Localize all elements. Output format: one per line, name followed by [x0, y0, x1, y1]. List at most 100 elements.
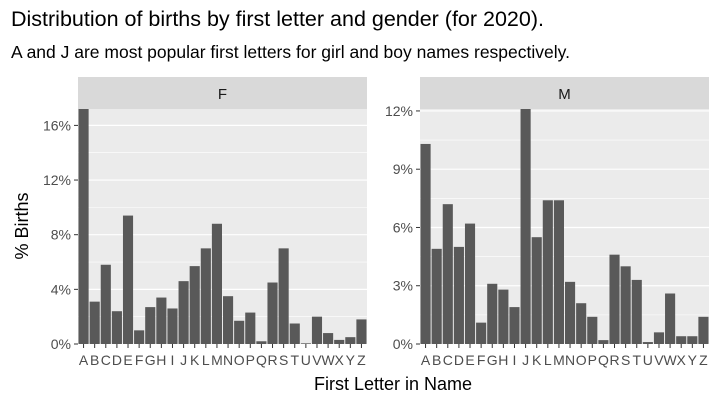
facet-strip-label: M	[558, 86, 571, 103]
x-tick-label: N	[223, 352, 233, 368]
bar-F-F	[134, 330, 145, 344]
chart-title: Distribution of births by first letter a…	[11, 7, 544, 31]
bar-M-T	[631, 279, 642, 344]
bar-M-P	[587, 316, 598, 344]
x-tick-label: H	[498, 352, 508, 368]
bar-M-C	[442, 204, 453, 344]
bar-F-H	[156, 297, 167, 344]
x-tick-label: X	[677, 352, 687, 368]
x-tick-label: K	[532, 352, 542, 368]
x-tick-label: D	[112, 352, 122, 368]
y-tick-label: 12%	[43, 172, 71, 188]
bar-M-S	[620, 266, 631, 344]
bar-F-V	[311, 316, 323, 344]
facet-strip	[78, 77, 367, 109]
x-tick-label: I	[171, 352, 175, 368]
x-tick-label: F	[135, 352, 144, 368]
bar-F-T	[289, 323, 300, 344]
bar-M-E	[464, 223, 476, 344]
bar-M-L	[542, 200, 553, 344]
x-tick-label: H	[156, 352, 166, 368]
bar-F-O	[234, 320, 245, 344]
x-tick-label: I	[513, 352, 517, 368]
x-tick-label: A	[421, 352, 431, 368]
bar-M-V	[653, 332, 665, 344]
x-tick-label: J	[180, 352, 187, 368]
bar-M-W	[665, 293, 676, 344]
x-axis-label: First Letter in Name	[314, 374, 472, 394]
x-tick-label: P	[588, 352, 597, 368]
x-tick-label: Q	[256, 352, 267, 368]
x-tick-label: Q	[598, 352, 609, 368]
bar-M-D	[453, 246, 464, 344]
bar-F-S	[278, 248, 289, 344]
y-tick-label: 4%	[51, 281, 71, 297]
x-tick-label: M	[553, 352, 565, 368]
x-tick-label: Z	[699, 352, 708, 368]
x-tick-label: R	[609, 352, 619, 368]
bar-F-L	[200, 248, 211, 344]
bar-M-Q	[598, 340, 609, 344]
facet-F: F0%4%8%12%16%A B C D E F G H I J K L M N O P Q R S T U V W X Y Z	[43, 77, 367, 368]
x-tick-label: T	[632, 352, 641, 368]
bar-M-M	[553, 200, 564, 344]
bar-F-D	[111, 311, 122, 344]
x-tick-label: W	[321, 352, 335, 368]
y-tick-label: 3%	[393, 278, 413, 294]
x-tick-label: O	[576, 352, 587, 368]
panel-background	[78, 109, 367, 344]
y-tick-label: 8%	[51, 227, 71, 243]
bar-F-Q	[256, 341, 267, 344]
x-tick-label: S	[621, 352, 630, 368]
y-tick-label: 0%	[393, 336, 413, 352]
y-tick-label: 0%	[51, 336, 71, 352]
bar-M-R	[609, 254, 620, 344]
bar-F-B	[89, 301, 100, 344]
chart-subtitle: A and J are most popular first letters f…	[11, 42, 570, 62]
bar-M-Z	[698, 316, 709, 344]
x-tick-label: Z	[357, 352, 366, 368]
x-tick-label: S	[279, 352, 288, 368]
x-tick-label: B	[90, 352, 99, 368]
x-tick-label: F	[477, 352, 486, 368]
facet-strip	[420, 77, 709, 109]
bar-F-Y	[345, 337, 356, 344]
facets-layer: F0%4%8%12%16%A B C D E F G H I J K L M N O P Q R S T U V W X Y ZM…	[43, 77, 709, 368]
x-tick-label: C	[443, 352, 453, 368]
x-tick-label: M	[211, 352, 223, 368]
x-tick-label: R	[267, 352, 277, 368]
bar-M-J	[520, 109, 531, 344]
x-tick-label: V	[312, 352, 322, 368]
bar-M-K	[531, 237, 542, 344]
x-tick-label: P	[246, 352, 255, 368]
bar-M-O	[576, 303, 587, 344]
bar-F-M	[211, 223, 222, 344]
bar-F-Z	[356, 319, 367, 344]
bar-M-Y	[687, 336, 698, 344]
bar-F-U	[300, 343, 311, 344]
x-tick-label: V	[654, 352, 664, 368]
y-tick-label: 16%	[43, 117, 71, 133]
x-tick-label: C	[101, 352, 111, 368]
y-tick-label: 12%	[385, 103, 413, 119]
bar-M-G	[487, 283, 498, 344]
bar-F-G	[145, 307, 156, 344]
x-tick-label: E	[123, 352, 132, 368]
bar-M-N	[565, 281, 576, 344]
y-tick-label: 9%	[393, 161, 413, 177]
x-tick-label: N	[565, 352, 575, 368]
bar-M-X	[676, 336, 687, 344]
bar-F-I	[167, 308, 178, 344]
x-tick-label: X	[335, 352, 345, 368]
x-tick-label: U	[643, 352, 653, 368]
bar-M-I	[509, 307, 520, 344]
facet-strip-label: F	[218, 86, 227, 103]
x-tick-label: J	[522, 352, 529, 368]
x-tick-label: D	[454, 352, 464, 368]
bar-F-R	[267, 282, 278, 344]
bar-F-W	[323, 333, 334, 344]
bar-F-C	[100, 264, 111, 344]
x-tick-label: T	[290, 352, 299, 368]
x-tick-label: E	[465, 352, 474, 368]
